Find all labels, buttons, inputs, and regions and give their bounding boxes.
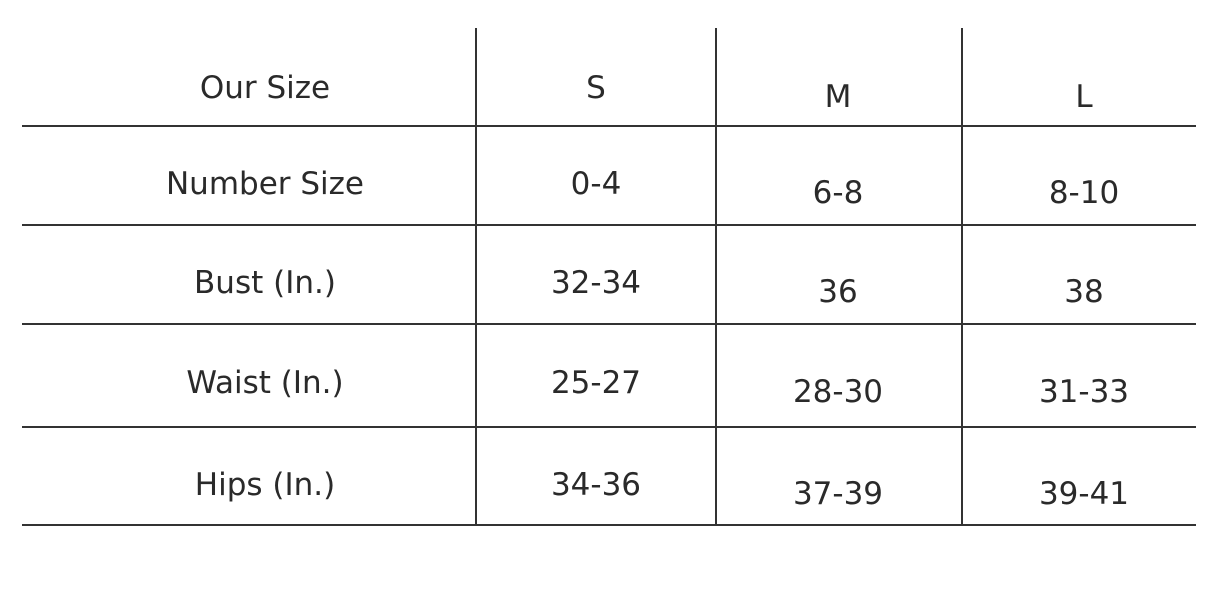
row-label: Bust (In.) [194,265,336,301]
table-cell: 32-34 [550,265,642,301]
table-cell: 31-33 [1038,374,1130,410]
row-divider [22,125,1196,127]
table-cell: 25-27 [550,365,642,401]
table-cell: 6-8 [812,175,864,211]
row-label: Hips (In.) [194,467,336,503]
column-divider [961,28,963,526]
row-divider [22,524,1196,526]
table-cell: 36 [818,274,858,310]
table-cell: 34-36 [550,467,642,503]
table-cell: 0-4 [570,166,622,202]
table-cell: 8-10 [1048,175,1120,211]
table-cell: 37-39 [792,476,884,512]
table-cell: 28-30 [792,374,884,410]
row-divider [22,426,1196,428]
header-cell: M [824,79,852,115]
header-cell: S [586,70,606,106]
row-label: Number Size [165,166,365,202]
column-divider [715,28,717,526]
row-divider [22,224,1196,226]
header-cell: Our Size [199,70,331,106]
table-cell: 39-41 [1038,476,1130,512]
table-cell: 38 [1064,274,1104,310]
row-label: Waist (In.) [186,365,344,401]
column-divider [475,28,477,526]
row-divider [22,323,1196,325]
header-cell: L [1075,79,1093,115]
